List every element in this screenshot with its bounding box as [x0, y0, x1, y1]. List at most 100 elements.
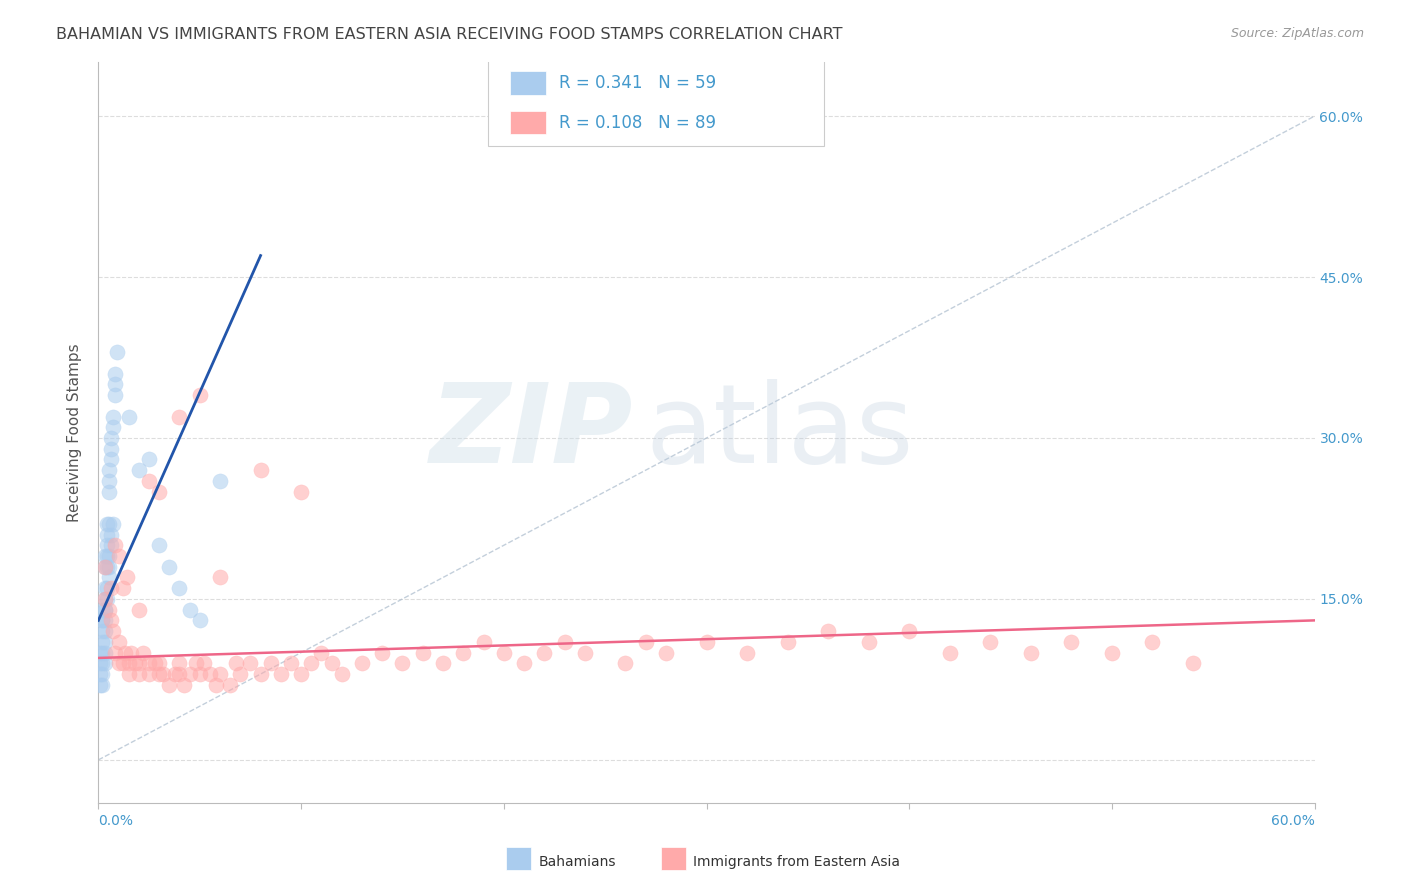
Point: [249, 463, 271, 477]
Point: [260, 657, 283, 671]
Point: [91, 635, 114, 649]
Point: [128, 463, 150, 477]
Point: [188, 614, 211, 628]
Point: [939, 646, 962, 660]
Point: [101, 420, 124, 434]
Point: [93, 646, 115, 660]
Point: [91, 614, 114, 628]
Point: [97, 484, 120, 499]
Point: [97, 516, 120, 531]
Point: [89, 646, 111, 660]
Point: [148, 538, 170, 552]
Point: [91, 667, 114, 681]
Point: [93, 602, 115, 616]
Point: [858, 635, 880, 649]
Point: [350, 657, 373, 671]
Point: [371, 646, 394, 660]
Point: [91, 678, 114, 692]
Point: [432, 657, 454, 671]
Point: [97, 549, 120, 563]
Point: [188, 667, 211, 681]
Point: [165, 667, 187, 681]
Point: [91, 614, 114, 628]
Point: [614, 657, 637, 671]
Text: atlas: atlas: [645, 379, 914, 486]
Point: [93, 591, 115, 606]
Point: [97, 474, 120, 488]
Point: [453, 646, 475, 660]
Point: [114, 646, 136, 660]
FancyBboxPatch shape: [488, 59, 824, 146]
Point: [179, 602, 201, 616]
Point: [89, 657, 111, 671]
Point: [89, 678, 111, 692]
Point: [91, 624, 114, 639]
Point: [1019, 646, 1042, 660]
Point: [93, 559, 115, 574]
Point: [100, 527, 122, 541]
Point: [143, 657, 166, 671]
Text: Bahamians: Bahamians: [538, 855, 616, 869]
Point: [91, 657, 114, 671]
Point: [97, 570, 120, 584]
Point: [138, 657, 160, 671]
Point: [290, 667, 312, 681]
Point: [533, 646, 555, 660]
Bar: [510, 71, 547, 95]
Point: [93, 602, 115, 616]
Point: [225, 657, 247, 671]
Point: [655, 646, 678, 660]
Point: [104, 538, 127, 552]
Y-axis label: Receiving Food Stamps: Receiving Food Stamps: [67, 343, 83, 522]
Point: [513, 657, 536, 671]
Point: [101, 409, 124, 424]
Point: [97, 602, 120, 616]
Point: [492, 646, 515, 660]
Point: [209, 667, 232, 681]
Point: [634, 635, 657, 649]
Text: 60.0%: 60.0%: [1271, 814, 1315, 828]
Point: [148, 484, 170, 499]
Point: [152, 667, 174, 681]
Point: [209, 474, 232, 488]
Point: [91, 646, 114, 660]
Point: [173, 678, 195, 692]
Point: [184, 657, 207, 671]
Point: [169, 667, 191, 681]
Point: [299, 657, 322, 671]
Point: [96, 527, 118, 541]
Point: [169, 657, 191, 671]
Point: [100, 452, 122, 467]
Point: [321, 657, 343, 671]
Point: [101, 516, 124, 531]
Point: [93, 559, 115, 574]
Point: [472, 635, 495, 649]
Point: [128, 667, 150, 681]
Point: [209, 570, 232, 584]
Point: [96, 516, 118, 531]
Text: 0.0%: 0.0%: [98, 814, 134, 828]
Point: [128, 602, 150, 616]
Point: [96, 581, 118, 595]
Point: [107, 549, 129, 563]
Point: [93, 581, 115, 595]
Point: [280, 657, 302, 671]
Text: Immigrants from Eastern Asia: Immigrants from Eastern Asia: [693, 855, 900, 869]
Point: [111, 657, 134, 671]
Point: [311, 646, 333, 660]
Point: [96, 549, 118, 563]
Point: [157, 559, 180, 574]
Point: [138, 667, 160, 681]
Point: [205, 678, 228, 692]
Point: [104, 367, 127, 381]
Point: [100, 614, 122, 628]
Point: [898, 624, 921, 639]
Point: [104, 646, 127, 660]
Text: BAHAMIAN VS IMMIGRANTS FROM EASTERN ASIA RECEIVING FOOD STAMPS CORRELATION CHART: BAHAMIAN VS IMMIGRANTS FROM EASTERN ASIA…: [56, 27, 842, 42]
Point: [138, 474, 160, 488]
Point: [97, 463, 120, 477]
Point: [100, 442, 122, 456]
Point: [735, 646, 758, 660]
Point: [100, 581, 122, 595]
Point: [157, 678, 180, 692]
